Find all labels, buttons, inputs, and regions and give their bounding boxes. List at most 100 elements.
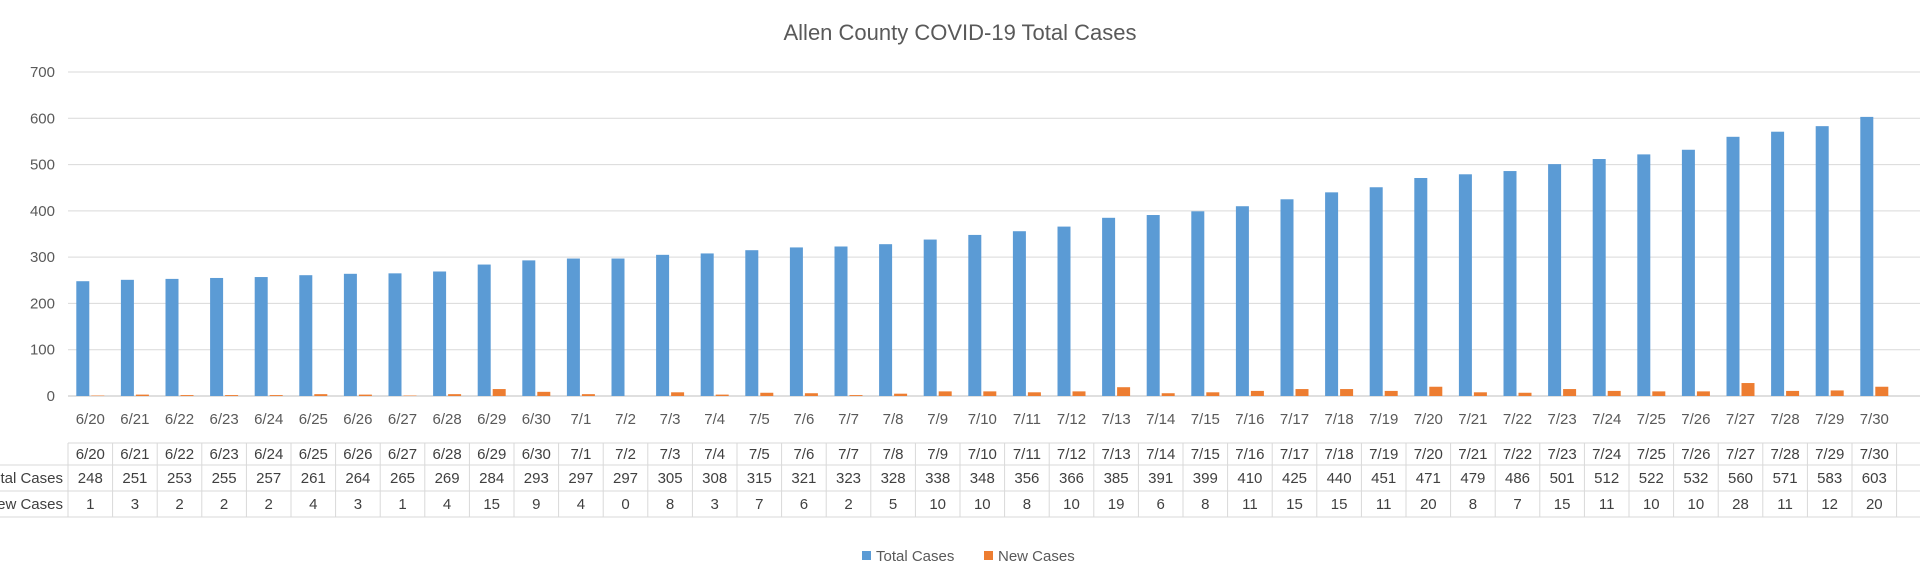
x-tick-label: 6/25 [299,411,328,428]
x-tick-label: 7/9 [927,411,948,428]
table-header-cell: 6/26 [343,446,372,463]
bar-new-cases [983,391,997,396]
table-cell: 15 [1286,496,1303,513]
table-cell: 451 [1371,470,1396,487]
table-cell: 15 [483,496,500,513]
x-tick-label: 7/1 [570,411,591,428]
bar-new-cases [1161,393,1175,396]
bar-total-cases [611,258,625,396]
bar-new-cases [1473,392,1487,396]
table-header-cell: 7/30 [1860,446,1889,463]
table-cell: 522 [1639,470,1664,487]
x-tick-label: 7/27 [1726,411,1755,428]
y-tick-label: 600 [30,110,55,127]
bar-new-cases [1340,389,1354,396]
bar-total-cases [566,258,580,396]
bar-new-cases [135,394,149,396]
table-cell: 11 [1376,496,1392,513]
table-cell: 257 [256,470,281,487]
x-tick-label: 7/11 [1013,411,1041,428]
table-header-cell: 7/12 [1057,446,1086,463]
table-row-label: Total Cases [0,470,63,487]
table-cell: 12 [1821,496,1838,513]
table-cell: 6 [800,496,808,513]
x-tick-label: 6/23 [209,411,238,428]
y-tick-label: 200 [30,295,55,312]
table-header-cell: 7/21 [1458,446,1487,463]
table-header-cell: 6/22 [165,446,194,463]
table-header-cell: 7/29 [1815,446,1844,463]
x-tick-label: 7/20 [1414,411,1443,428]
x-tick-label: 6/21 [120,411,149,428]
y-tick-label: 500 [30,157,55,174]
bar-total-cases [1057,226,1071,396]
bar-new-cases [1563,389,1577,396]
x-tick-label: 7/17 [1280,411,1309,428]
table-cell: 7 [755,496,763,513]
table-cell: 305 [658,470,683,487]
table-cell: 15 [1554,496,1571,513]
bar-new-cases [1652,391,1666,396]
table-cell: 1 [86,496,94,513]
bar-new-cases [1117,387,1131,396]
table-cell: 321 [791,470,816,487]
table-cell: 391 [1148,470,1173,487]
table-cell: 399 [1193,470,1218,487]
x-tick-label: 7/16 [1235,411,1264,428]
bar-total-cases [1548,164,1562,396]
x-tick-label: 7/26 [1681,411,1710,428]
x-tick-label: 6/27 [388,411,417,428]
x-tick-label: 7/6 [793,411,814,428]
bar-new-cases [537,391,551,396]
x-tick-label: 7/10 [968,411,997,428]
table-cell: 10 [974,496,991,513]
table-header-cell: 7/14 [1146,446,1175,463]
bar-total-cases [834,246,848,396]
table-header-cell: 7/1 [570,446,591,463]
table-cell: 20 [1866,496,1883,513]
bar-new-cases [1696,391,1710,396]
table-cell: 251 [122,470,147,487]
table-cell: 425 [1282,470,1307,487]
table-header-cell: 7/15 [1191,446,1220,463]
legend-swatch-new-cases [984,551,993,560]
table-cell: 6 [1157,496,1165,513]
x-tick-label: 7/30 [1860,411,1889,428]
plot-area [76,116,1889,397]
table-cell: 3 [131,496,139,513]
table-header-cell: 7/27 [1726,446,1755,463]
table-cell: 2 [844,496,852,513]
table-cell: 7 [1513,496,1521,513]
x-tick-label: 6/24 [254,411,283,428]
table-cell: 20 [1420,496,1437,513]
bar-total-cases [1771,131,1785,397]
bar-new-cases [314,394,328,396]
x-tick-label: 7/5 [749,411,770,428]
table-cell: 479 [1460,470,1485,487]
table-cell: 2 [175,496,183,513]
x-tick-label: 7/15 [1191,411,1220,428]
table-cell: 323 [836,470,861,487]
table-cell: 3 [711,496,719,513]
table-header-cell: 7/5 [749,446,770,463]
x-tick-label: 7/21 [1458,411,1487,428]
table-cell: 471 [1416,470,1441,487]
table-cell: 4 [309,496,317,513]
table-header-cell: 7/6 [793,446,814,463]
bar-total-cases [789,247,803,396]
x-tick-label: 7/12 [1057,411,1086,428]
bar-new-cases [1250,390,1264,396]
table-cell: 560 [1728,470,1753,487]
bar-new-cases [1295,389,1309,396]
table-header-cell: 6/24 [254,446,283,463]
table-header-cell: 6/29 [477,446,506,463]
table-cell: 410 [1237,470,1262,487]
bar-total-cases [1726,136,1740,397]
bar-new-cases [1027,392,1041,396]
bar-total-cases [968,234,982,396]
x-tick-label: 7/24 [1592,411,1621,428]
table-cell: 253 [167,470,192,487]
table-cell: 4 [577,496,585,513]
bar-total-cases [1325,192,1339,396]
table-cell: 261 [301,470,326,487]
